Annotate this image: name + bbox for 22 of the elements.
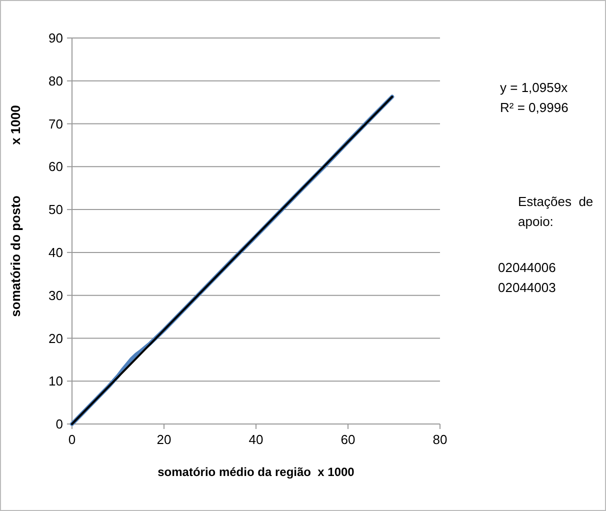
- y-tick-label: 40: [48, 244, 63, 260]
- y-tick-label: 70: [48, 116, 63, 132]
- text: Estações de apoio:: [518, 194, 594, 229]
- text: 02044006: [498, 260, 556, 275]
- x-tick-label: 20: [156, 432, 172, 447]
- text: 02044003: [498, 280, 556, 295]
- x-tick-label: 0: [68, 432, 76, 447]
- y-tick-label: 80: [48, 73, 63, 88]
- y-axis-title: somatório do posto x 1000: [8, 105, 23, 317]
- y-tick-label: 30: [48, 288, 63, 303]
- x-tick-label: 40: [248, 432, 264, 447]
- y-tick-label: 50: [48, 202, 63, 218]
- x-tick-label: 80: [432, 432, 448, 447]
- text: R² = 0,9996: [500, 100, 568, 115]
- y-tick-label: 10: [48, 374, 63, 389]
- text: y = 1,0959x: [500, 80, 568, 95]
- x-tick-label: 60: [340, 432, 356, 447]
- x-axis-title: somatório médio da região x 1000: [158, 465, 355, 479]
- y-tick-label: 90: [48, 30, 63, 46]
- y-tick-label: 0: [56, 416, 63, 432]
- y-tick-label: 60: [48, 159, 63, 174]
- y-tick-label: 20: [48, 330, 63, 346]
